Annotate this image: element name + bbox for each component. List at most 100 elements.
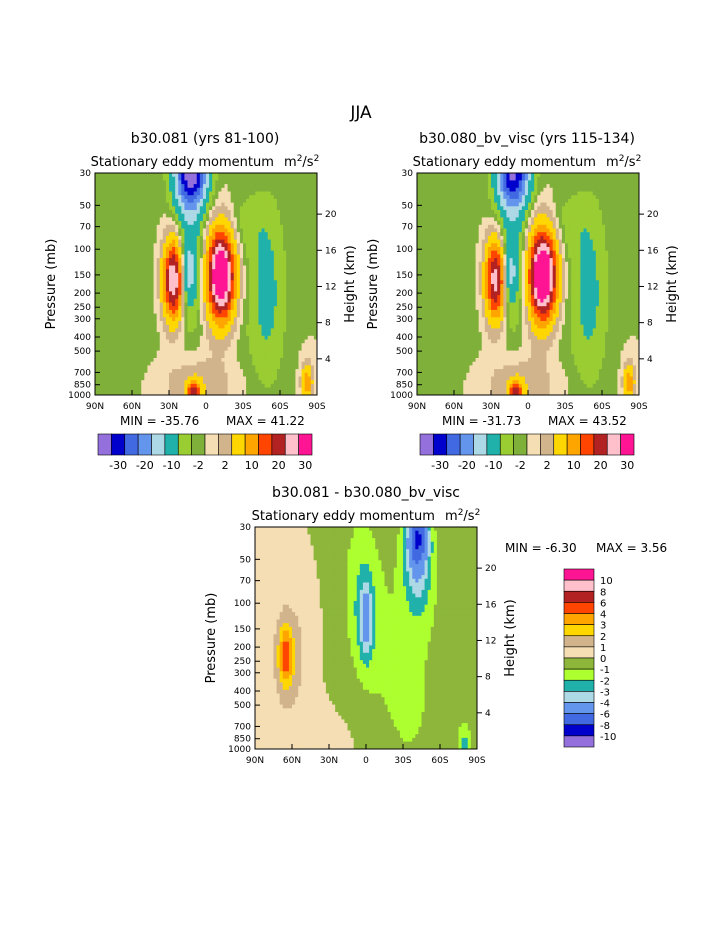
field-cell [202, 228, 207, 233]
field-cell [113, 354, 117, 359]
field-cell [561, 187, 566, 192]
field-cell [104, 380, 108, 385]
field-cell [276, 365, 281, 370]
field-cell [215, 210, 219, 215]
field-cell [540, 198, 544, 203]
field-cell [261, 254, 265, 259]
field-cell [209, 369, 213, 374]
field-cell [190, 380, 195, 385]
field-cell [292, 369, 296, 374]
field-cell [119, 280, 124, 285]
field-cell [104, 173, 108, 178]
field-cell [249, 210, 253, 215]
field-cell [138, 287, 142, 292]
field-cell [98, 346, 102, 351]
field-cell [98, 369, 102, 374]
colorbar-label: -2 [193, 459, 204, 472]
field-cell [283, 213, 287, 218]
field-cell [264, 309, 269, 314]
field-cell [138, 247, 142, 252]
field-cell [239, 250, 244, 255]
field-cell [466, 180, 470, 185]
field-cell [614, 173, 618, 178]
field-cell [313, 198, 318, 203]
field-cell [577, 198, 581, 203]
field-cell [144, 380, 148, 385]
field-cell [261, 195, 265, 200]
field-cell [301, 387, 306, 392]
field-cell [113, 187, 117, 192]
field-cell [141, 243, 145, 248]
field-cell [276, 298, 281, 303]
field-cell [153, 387, 158, 392]
field-cell [122, 210, 127, 215]
field-cell [147, 184, 151, 189]
field-cell [598, 187, 603, 192]
field-cell [119, 284, 124, 289]
field-cell [175, 321, 179, 326]
field-cell [252, 228, 256, 233]
field-cell [95, 335, 99, 340]
field-cell [295, 302, 299, 307]
field-cell [230, 254, 235, 259]
field-cell [104, 291, 108, 296]
field-cell [147, 228, 151, 233]
field-cell [122, 269, 127, 274]
field-cell [295, 239, 299, 244]
field-cell [138, 191, 142, 196]
field-cell [135, 339, 139, 344]
field-cell [172, 335, 176, 340]
field-cell [227, 380, 232, 385]
field-cell [307, 180, 312, 185]
field-cell [165, 284, 170, 289]
field-cell [172, 354, 176, 359]
field-cell [199, 298, 204, 303]
field-cell [159, 365, 164, 370]
field-cell [107, 313, 111, 318]
field-cell [172, 265, 176, 270]
field-cell [172, 187, 176, 192]
field-cell [147, 328, 151, 333]
field-cell [224, 321, 228, 326]
field-cell [202, 217, 207, 222]
field-cell [280, 191, 284, 196]
field-cell [273, 365, 278, 370]
field-cell [196, 250, 201, 255]
field-cell [233, 287, 238, 292]
field-cell [104, 298, 108, 303]
field-cell [215, 221, 219, 226]
field-cell [295, 346, 299, 351]
field-cell [181, 287, 185, 292]
field-cell [116, 369, 121, 374]
field-cell [153, 258, 158, 263]
field-cell [110, 284, 114, 289]
field-cell [212, 276, 216, 281]
field-cell [239, 317, 244, 322]
field-cell [122, 206, 127, 211]
field-cell [283, 339, 287, 344]
field-cell [122, 346, 127, 351]
field-cell [252, 339, 256, 344]
field-cell [307, 228, 312, 233]
field-cell [141, 272, 145, 277]
field-cell [221, 187, 225, 192]
field-cell [156, 376, 161, 381]
field-cell [286, 313, 290, 318]
field-cell [236, 272, 241, 277]
field-cell [267, 232, 272, 237]
field-cell [215, 387, 219, 392]
field-cell [122, 250, 127, 255]
field-cell [116, 224, 121, 229]
field-cell [202, 295, 207, 300]
field-cell [258, 335, 262, 340]
field-cell [283, 184, 287, 189]
field-cell [128, 187, 133, 192]
field-cell [233, 265, 238, 270]
field-cell [212, 235, 216, 240]
field-cell [150, 173, 154, 178]
field-cell [184, 328, 188, 333]
field-cell [249, 291, 253, 296]
field-cell [236, 335, 241, 340]
field-cell [487, 173, 492, 178]
field-cell [447, 191, 452, 196]
